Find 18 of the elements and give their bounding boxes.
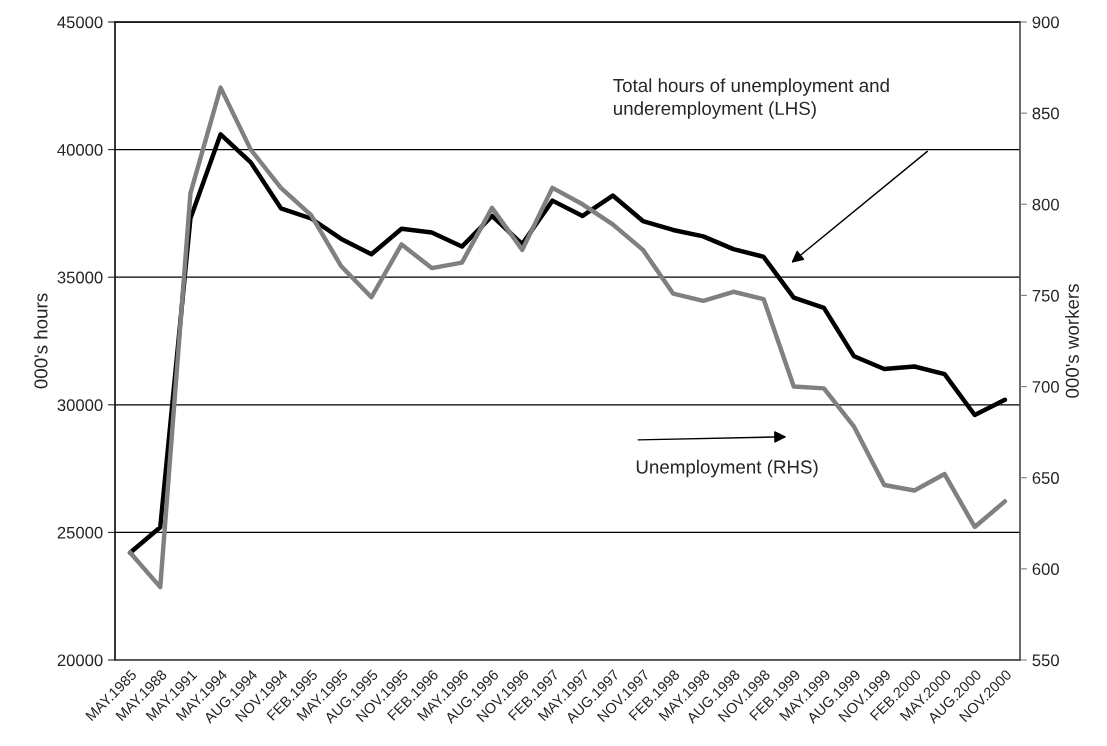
annotation: Unemployment (RHS) <box>636 459 818 478</box>
y2-tick-label: 550 <box>1032 654 1059 667</box>
y-tick-label: 40000 <box>57 144 103 156</box>
y-axis-title: 000's hours <box>33 293 48 389</box>
y-tick-label: 25000 <box>57 526 103 539</box>
y2-tick-label: 600 <box>1032 563 1059 576</box>
y2-tick-label: 850 <box>1032 107 1059 120</box>
y2-axis-title: 000's workers <box>1065 284 1079 398</box>
y2-tick-label: 750 <box>1032 289 1059 302</box>
y2-tick-label: 650 <box>1032 472 1059 484</box>
y2-tick-label: 900 <box>1032 16 1059 29</box>
annotation: Total hours of unemployment and underemployment (LHS) <box>613 78 889 119</box>
y-tick-label: 45000 <box>57 16 103 29</box>
y2-tick-label: 800 <box>1032 198 1059 211</box>
y-tick-label: 35000 <box>57 271 103 284</box>
y-tick-label: 30000 <box>57 399 103 411</box>
y-tick-label: 20000 <box>57 654 103 667</box>
y2-tick-label: 700 <box>1032 380 1059 393</box>
